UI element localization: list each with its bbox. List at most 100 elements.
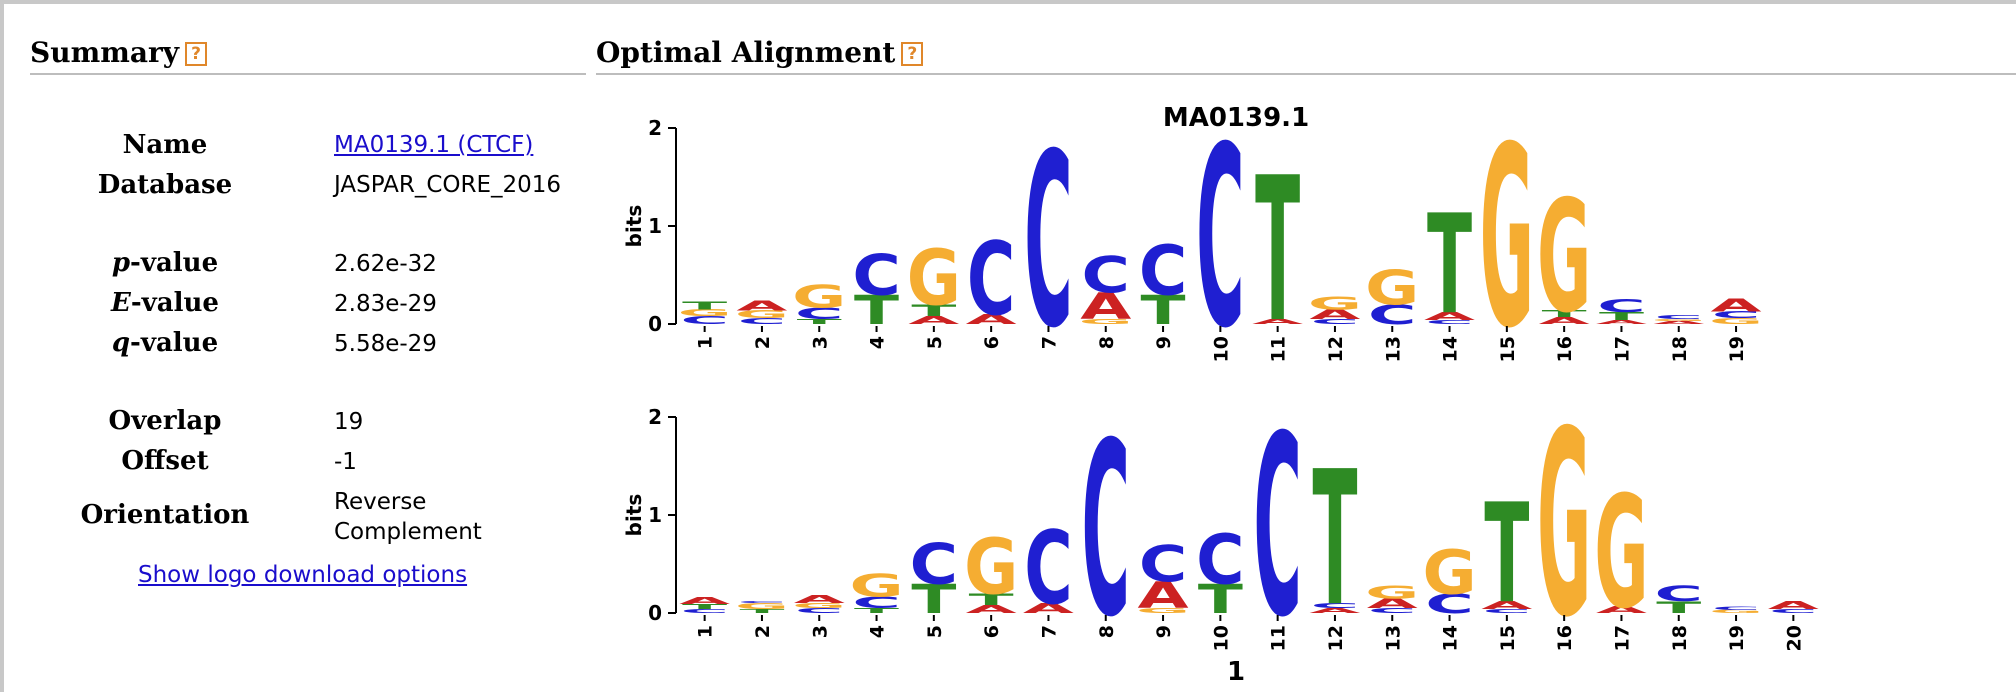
logo-letter-C: C: [1655, 314, 1703, 320]
x-tick-label: 14: [1440, 625, 1462, 651]
logo-letter-T: T: [1312, 431, 1357, 647]
orientation-label: Orientation: [30, 500, 300, 530]
x-tick-label: 1: [695, 625, 717, 638]
x-tick-label: 1: [695, 336, 717, 349]
logo-letter-C: C: [1082, 247, 1130, 305]
x-tick-label: 13: [1382, 336, 1404, 362]
x-tick-label: 2: [752, 336, 774, 349]
logo-letter-T: T: [1484, 475, 1529, 634]
orientation-value: Reverse Complement: [334, 487, 482, 547]
qvalue-label: q-value: [30, 328, 300, 358]
logo-top: MA0139.1012bitsCGT1CGA2TCG3TC4ATG5AC6 C7G…: [622, 96, 1763, 383]
show-logo-download-options-link[interactable]: Show logo download options: [138, 562, 467, 588]
orientation-line1: Reverse: [334, 487, 482, 517]
x-axis-label: 1: [1227, 657, 1245, 687]
logo-letter-C: C: [910, 532, 958, 597]
x-tick-label: 6: [981, 336, 1003, 349]
y-tick-label: 1: [648, 214, 662, 238]
offset-label: Offset: [30, 446, 300, 476]
y-tick-label: 1: [648, 503, 662, 527]
pvalue-label: p-value: [30, 248, 300, 278]
name-label: Name: [30, 130, 300, 160]
logo-letter-A: A: [794, 593, 846, 605]
logo-letter-G: G: [1365, 582, 1419, 602]
logo-letter-A: A: [1768, 599, 1820, 611]
motif-link[interactable]: MA0139.1 (CTCF): [334, 132, 533, 158]
x-tick-label: 9: [1153, 625, 1175, 638]
logo-letter-C: C: [1024, 511, 1072, 628]
x-tick-label: 2: [752, 625, 774, 638]
orientation-line2: Complement: [334, 517, 482, 547]
overlap-label: Overlap: [30, 406, 300, 436]
y-axis-label: bits: [622, 494, 646, 537]
logo-letter-G: G: [792, 279, 846, 315]
logo-letter-C: C: [738, 601, 786, 604]
x-tick-label: 8: [1096, 625, 1118, 638]
database-value: JASPAR_CORE_2016: [334, 172, 561, 198]
summary-heading: Summary?: [30, 36, 586, 75]
download-options-container: Show logo download options: [138, 562, 467, 588]
x-tick-label: 11: [1268, 336, 1290, 362]
logo-letter-C: C: [1139, 536, 1187, 594]
logo-letter-C: C: [1712, 606, 1760, 611]
x-tick-label: 4: [867, 625, 889, 638]
name-value: MA0139.1 (CTCF): [334, 132, 533, 158]
x-tick-label: 17: [1611, 625, 1633, 651]
x-tick-label: 19: [1726, 625, 1748, 651]
x-tick-label: 15: [1497, 625, 1519, 651]
pvalue-value: 2.62e-32: [334, 251, 437, 277]
database-label: Database: [30, 170, 300, 200]
sequence-logos: MA0139.1012bitsCGT1CGA2TCG3TC4ATG5AC6 C7G…: [596, 96, 2016, 692]
x-tick-label: 15: [1497, 336, 1519, 362]
offset-value: -1: [334, 449, 357, 475]
evalue-label: E-value: [30, 288, 300, 318]
x-tick-label: 16: [1554, 336, 1576, 362]
x-tick-label: 10: [1210, 625, 1232, 651]
x-tick-label: 13: [1382, 625, 1404, 651]
logo-letter-C: C: [1139, 231, 1187, 310]
y-tick-label: 2: [648, 116, 662, 140]
x-tick-label: 10: [1210, 336, 1232, 362]
y-axis-label: bits: [622, 205, 646, 248]
x-tick-label: 12: [1325, 336, 1347, 362]
evalue-value: 2.83e-29: [334, 291, 437, 317]
logo-letter-G: G: [1422, 537, 1476, 608]
y-tick-label: 0: [648, 601, 662, 625]
x-tick-label: 8: [1096, 336, 1118, 349]
logo-letter-A: A: [736, 298, 787, 313]
x-tick-label: 5: [924, 625, 946, 638]
help-icon[interactable]: ?: [185, 42, 207, 66]
logo-letter-C: C: [1655, 581, 1703, 606]
logo-letter-C: C: [1196, 520, 1244, 599]
x-tick-label: 18: [1669, 625, 1691, 651]
x-tick-label: 14: [1440, 336, 1462, 362]
logo-letter-C: C: [1597, 296, 1645, 316]
x-tick-label: 9: [1153, 336, 1175, 349]
x-tick-label: 6: [981, 625, 1003, 638]
logo-letter-G: G: [964, 523, 1018, 612]
x-tick-label: 12: [1325, 625, 1347, 651]
logo-letter-A: A: [679, 596, 731, 607]
summary-title: Summary: [30, 36, 179, 69]
logo-letter-G: G: [1308, 293, 1362, 313]
help-icon[interactable]: ?: [901, 42, 923, 66]
x-tick-label: 17: [1611, 336, 1633, 362]
alignment-title: Optimal Alignment: [596, 36, 895, 69]
x-tick-label: 4: [867, 336, 889, 349]
y-tick-label: 2: [648, 405, 662, 429]
x-tick-label: 7: [1038, 336, 1060, 349]
logo-letter-C: C: [967, 222, 1015, 339]
logo-letter-A: A: [1711, 295, 1763, 315]
x-tick-label: 18: [1669, 336, 1691, 362]
x-tick-label: 3: [809, 336, 831, 349]
x-tick-label: 19: [1726, 336, 1748, 362]
qvalue-value: 5.58e-29: [334, 331, 437, 357]
logo-letter-C: C: [852, 243, 900, 308]
overlap-value: 19: [334, 409, 363, 435]
logo-letter-T: T: [682, 300, 727, 312]
logo-letter-G: G: [849, 568, 903, 604]
x-tick-label: 5: [924, 336, 946, 349]
y-tick-label: 0: [648, 312, 662, 336]
x-tick-label: 16: [1554, 625, 1576, 651]
